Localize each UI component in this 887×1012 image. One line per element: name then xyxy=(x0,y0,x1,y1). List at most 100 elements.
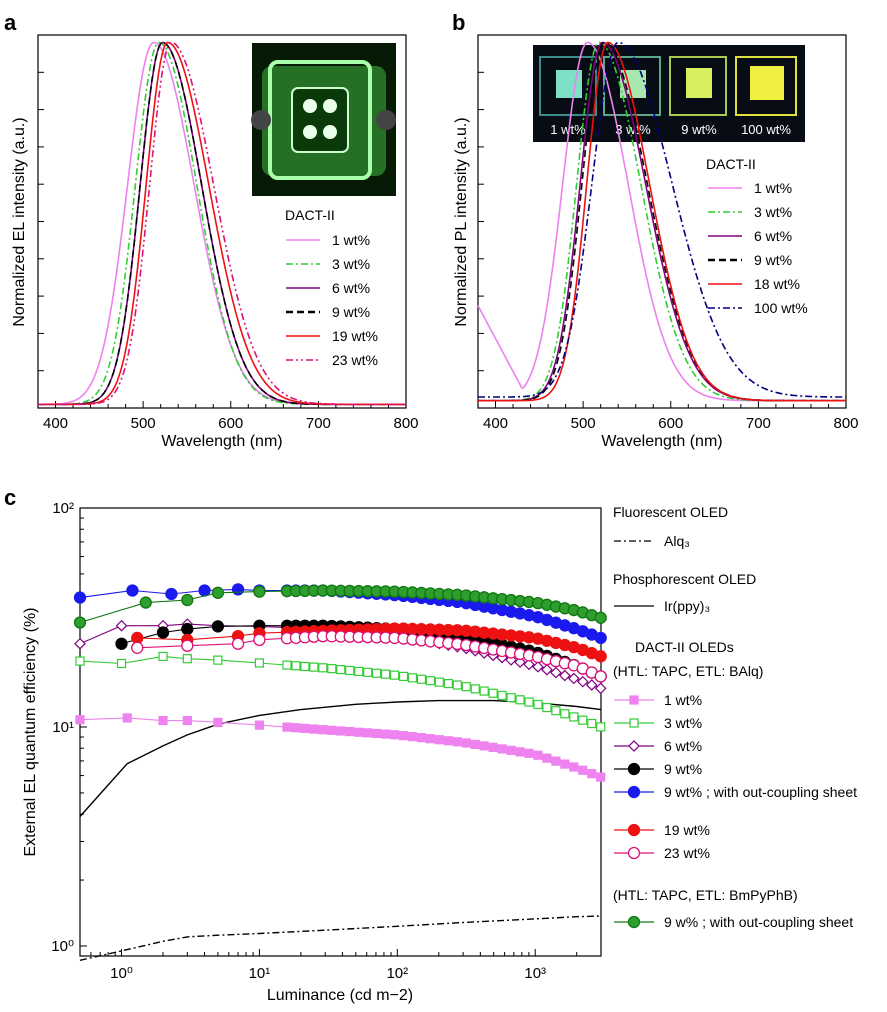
legend-label: 1 wt% xyxy=(664,692,702,708)
y-tick-label: 10⁰ xyxy=(51,938,74,955)
data-point xyxy=(181,593,194,607)
data-point xyxy=(372,728,382,739)
legend-label: 100 wt% xyxy=(754,300,808,316)
panel-a-ylabel: Normalized EL intensity (a.u.) xyxy=(11,117,28,326)
panel-label-b: b xyxy=(452,10,465,35)
data-point xyxy=(627,915,641,929)
data-point xyxy=(231,583,245,596)
data-point xyxy=(380,729,391,739)
data-point xyxy=(515,747,525,757)
panel-c-ylabel: External EL quantum efficiency (%) xyxy=(22,607,39,856)
data-point xyxy=(398,671,409,682)
data-point xyxy=(126,584,139,597)
panel-c-chart: 10⁰ 10¹ 10² 10³ 10⁰ 10¹ 10² Luminance (cd m−2)… xyxy=(22,500,857,1004)
data-point xyxy=(425,734,436,744)
data-point xyxy=(567,672,580,685)
data-point xyxy=(569,762,579,772)
legend-heading-bmpyphb: (HTL: TAPC, ETL: BmPyPhB) xyxy=(613,887,798,903)
series xyxy=(75,651,606,732)
panel-a-xlabel: Wavelength (nm) xyxy=(161,433,282,450)
data-point xyxy=(336,726,346,736)
data-point xyxy=(158,651,168,662)
data-point xyxy=(363,667,373,677)
data-point xyxy=(282,660,292,670)
data-point xyxy=(506,745,516,755)
device-photo-inset xyxy=(251,43,396,196)
data-point xyxy=(627,823,641,837)
data-point xyxy=(181,639,194,652)
series xyxy=(79,915,602,961)
data-point xyxy=(165,587,178,601)
inset-label-3: 9 wt% xyxy=(681,122,717,137)
data-point xyxy=(533,699,543,710)
data-point xyxy=(576,675,589,688)
series-line xyxy=(38,41,406,406)
data-point xyxy=(497,744,507,754)
legend-label: 1 wt% xyxy=(754,180,792,196)
series xyxy=(131,630,607,683)
x-tick-label: 600 xyxy=(218,415,243,432)
data-point xyxy=(407,673,418,683)
legend-heading-dact-layers: (HTL: TAPC, ETL: BAlq) xyxy=(613,663,763,679)
x-tick-label: 400 xyxy=(483,415,508,432)
data-point xyxy=(198,584,211,597)
data-point xyxy=(416,733,427,743)
data-point xyxy=(73,591,87,604)
data-point xyxy=(327,725,337,735)
y-tick-label: 10² xyxy=(52,500,74,517)
legend-label: 6 wt% xyxy=(664,738,702,754)
data-point xyxy=(596,772,606,782)
legend-label: 23 wt% xyxy=(664,845,710,861)
data-point xyxy=(291,723,301,733)
data-point xyxy=(551,706,561,716)
series-line xyxy=(478,41,846,398)
data-point xyxy=(523,658,535,671)
data-point xyxy=(488,742,498,753)
film-square-3 xyxy=(686,68,712,98)
data-point xyxy=(291,661,301,671)
x-tick-label: 800 xyxy=(393,415,418,432)
data-point xyxy=(560,709,570,719)
data-point xyxy=(380,669,391,679)
data-point xyxy=(389,670,400,680)
data-point xyxy=(253,633,266,646)
data-point xyxy=(181,622,194,636)
data-point xyxy=(116,658,127,669)
data-point xyxy=(309,724,319,734)
data-point xyxy=(627,785,641,799)
data-point xyxy=(551,756,561,766)
series xyxy=(79,699,602,817)
data-point xyxy=(594,611,607,624)
film-square-4 xyxy=(750,66,784,100)
legend-label: 9 wt% xyxy=(664,761,702,777)
legend-label: 6 wt% xyxy=(332,280,370,296)
data-point xyxy=(300,723,310,734)
data-point xyxy=(182,654,192,664)
data-point xyxy=(434,677,444,687)
series-line xyxy=(38,41,406,406)
panel-b-ylabel: Normalized PL intensity (a.u.) xyxy=(453,117,470,326)
panel-b-chart: 1 wt% 3 wt% 9 wt% 100 wt% 400 500 600 700 80… xyxy=(453,34,859,450)
data-point xyxy=(122,713,132,723)
legend-label: 6 wt% xyxy=(754,228,792,244)
data-point xyxy=(550,666,562,679)
film-square-1 xyxy=(556,70,582,98)
series xyxy=(73,584,607,629)
data-point xyxy=(327,664,337,674)
data-point xyxy=(594,682,607,695)
legend-label: 18 wt% xyxy=(754,276,800,292)
data-point xyxy=(542,753,552,763)
legend-heading-fluorescent: Fluorescent OLED xyxy=(613,504,728,520)
legend-label: Ir(ppy)₃ xyxy=(664,598,710,614)
series-line xyxy=(79,915,602,961)
data-point xyxy=(594,631,607,645)
data-point xyxy=(389,730,400,740)
data-point xyxy=(139,596,152,609)
panel-label-a: a xyxy=(4,10,17,35)
data-point xyxy=(542,702,552,713)
data-point xyxy=(309,662,319,672)
x-tick-label: 400 xyxy=(43,415,68,432)
series-line xyxy=(478,41,846,402)
data-point xyxy=(479,686,489,696)
